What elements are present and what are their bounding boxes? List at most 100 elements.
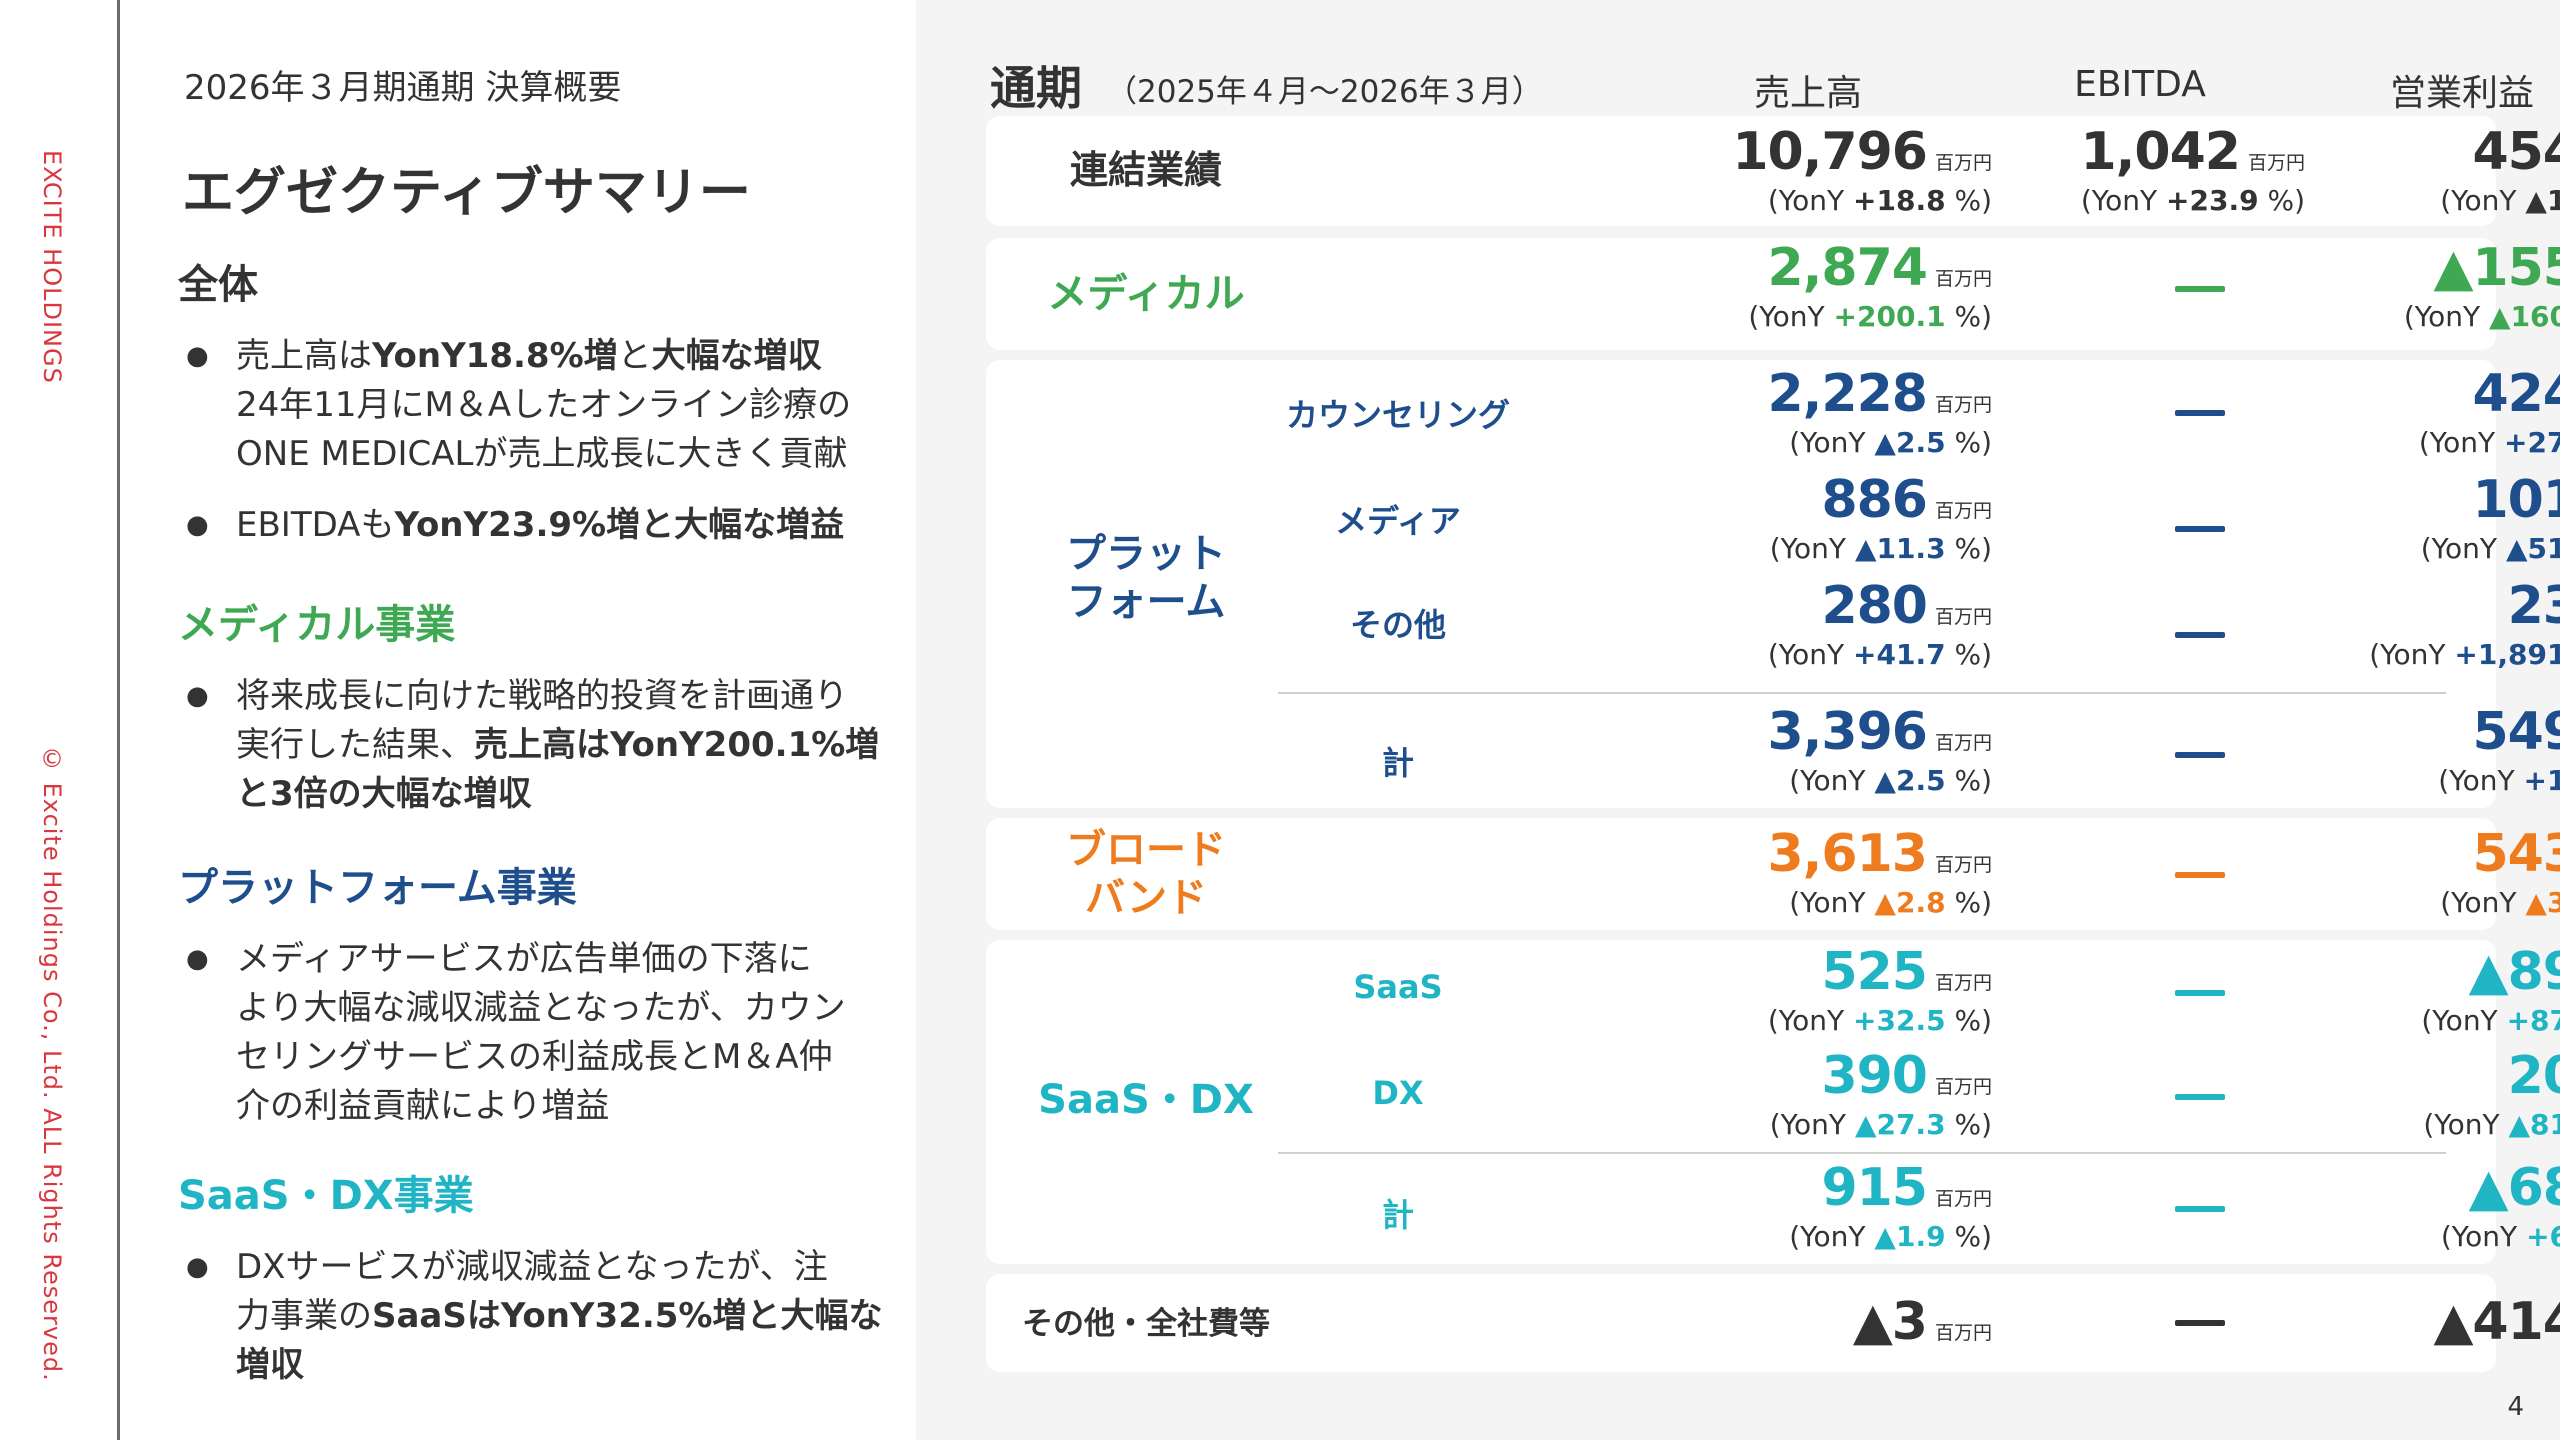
bullet-item: ● DXサービスが減収減益となったが、注 力事業のSaaSはYonY32.5%増と大… [178, 1243, 918, 1390]
op-media-value: 101百万円 [2472, 470, 2560, 530]
bullet-line: 実行した結果、売上高はYonY200.1%増 [236, 725, 880, 765]
bullet-line: と3倍の大幅な増収 [236, 774, 532, 814]
bullet-line: 売上高はYonY18.8%増と大幅な増収 [236, 336, 822, 376]
sales-broadband-value: 3,613 百万円 [1767, 824, 1993, 884]
row-label-medical: メディカル [1047, 271, 1245, 317]
row-label-broadband: ブロード バンド [986, 826, 1306, 922]
op-platform-total-yoy: (YonY +1.5 %) [2438, 764, 2560, 797]
ebitda-corporate-dash [2175, 1320, 2225, 1326]
slide-subtitle: 2026年３月期通期 決算概要 [184, 68, 622, 108]
sales-counseling-yoy: (YonY ▲2.5 %) [1789, 426, 1992, 459]
sublabel-saas: SaaS [1353, 968, 1443, 1006]
op-counseling-yoy: (YonY +27.6 %) [2418, 426, 2560, 459]
sales-dx-value: 390 百万円 [1821, 1046, 1992, 1106]
sales-platform-other: 280 百万円 (YonY +41.7 %) [1692, 576, 1992, 671]
bullet-dot: ● [186, 341, 209, 371]
sales-saasdx-total-value: 915 百万円 [1821, 1158, 1992, 1218]
column-header-sales: 売上高 [1753, 73, 1862, 114]
sales-platform-total-yoy: (YonY ▲2.5 %) [1789, 764, 1992, 797]
ebitda-platform-other-dash [2175, 632, 2225, 638]
section-heading-platform: プラットフォーム事業 [178, 865, 577, 911]
column-header-operating-profit: 営業利益 [2389, 73, 2534, 114]
op-media: 101百万円(YonY ▲51.2 %) [2343, 470, 2560, 565]
sales-dx-yoy: (YonY ▲27.3 %) [1769, 1108, 1992, 1141]
sales-dx: 390 百万円 (YonY ▲27.3 %) [1692, 1046, 1992, 1141]
bullet-dot: ● [186, 681, 209, 711]
bullet-line: より大幅な減収減益となったが、カウン [236, 988, 846, 1028]
op-platform-total: 549百万円(YonY +1.5 %) [2343, 702, 2560, 797]
bullet-item: ● メディアサービスが広告単価の下落に より大幅な減収減益となったが、カウン セリング… [178, 935, 918, 1131]
page-number: 4 [2507, 1392, 2524, 1422]
op-broadband-value: 543百万円 [2472, 824, 2560, 884]
op-counseling: 424百万円(YonY +27.6 %) [2343, 364, 2560, 459]
op-dx-yoy: (YonY ▲81 百万円) [2423, 1108, 2560, 1141]
section-saasdx: SaaS・DX事業 ● DXサービスが減収減益となったが、注 力事業のSaaSはYon… [178, 1163, 918, 1412]
sublabel-media: メディア [1335, 502, 1461, 540]
sales-medical: 2,874 百万円 (YonY +200.1 %) [1692, 238, 1992, 333]
card-medical: メディカル [986, 238, 2496, 350]
panel-title: 通期 [990, 61, 1082, 115]
op-platform-other: 23百万円(YonY +1,891.7 %) [2343, 576, 2560, 671]
op-medical-yoy: (YonY ▲160 百万円) [2403, 300, 2560, 333]
bullet-line: メディアサービスが広告単価の下落に [236, 939, 812, 979]
sublabel-counseling: カウンセリング [1285, 396, 1510, 434]
bullet-line: 力事業のSaaSはYonY32.5%増と大幅な [236, 1296, 883, 1336]
op-dx-value: 20百万円 [2507, 1046, 2560, 1106]
bullet-line: セリングサービスの利益成長とM＆A仲 [236, 1037, 833, 1077]
sales-saas-yoy: (YonY +32.5 %) [1767, 1004, 1992, 1037]
broadband-label-line2: バンド [1085, 875, 1207, 921]
ebitda-consolidated-value: 1,042 百万円 [2080, 122, 2306, 182]
bullet-item: ● 将来成長に向けた戦略的投資を計画通り 実行した結果、売上高はYonY200.1%… [178, 672, 918, 819]
op-medical: ▲155百万円(YonY ▲160 百万円) [2343, 238, 2560, 333]
ebitda-counseling-dash [2175, 410, 2225, 416]
sales-broadband: 3,613 百万円 (YonY ▲2.8 %) [1692, 824, 1993, 919]
sales-saasdx-total: 915 百万円 (YonY ▲1.9 %) [1692, 1158, 1992, 1253]
sales-medical-value: 2,874 百万円 [1767, 238, 1993, 298]
sublabel-saasdx-total: 計 [1381, 1196, 1414, 1234]
section-heading-medical: メディカル事業 [178, 602, 456, 648]
card-saasdx: SaaS・DX [986, 940, 2496, 1264]
bullet-item: ● 売上高はYonY18.8%増と大幅な増収 24年11月にM＆Aしたオンライン診療… [178, 332, 918, 479]
op-consolidated-value: 454百万円 [2472, 122, 2560, 182]
op-medical-value: ▲155百万円 [2433, 238, 2560, 298]
sidebar-divider [117, 0, 120, 1440]
bullet-line: DXサービスが減収減益となったが、注 [236, 1247, 828, 1287]
section-heading-overall: 全体 [178, 262, 258, 308]
sublabel-dx: DX [1372, 1074, 1424, 1112]
platform-divider [1278, 692, 2446, 694]
op-consolidated: 454百万円(YonY ▲1.6 %) [2343, 122, 2560, 217]
panel-period: （2025年４月〜2026年３月） [1106, 74, 1543, 110]
op-broadband-yoy: (YonY ▲3.3 %) [2440, 886, 2560, 919]
op-platform-other-value: 23百万円 [2507, 576, 2560, 636]
ebitda-medical-dash [2175, 286, 2225, 292]
platform-label-line2: フォーム [1066, 579, 1226, 625]
sales-saasdx-total-yoy: (YonY ▲1.9 %) [1789, 1220, 1992, 1253]
sales-medical-yoy: (YonY +200.1 %) [1748, 300, 1992, 333]
sales-platform-total: 3,396 百万円 (YonY ▲2.5 %) [1692, 702, 1993, 797]
op-saasdx-total-value: ▲68百万円 [2468, 1158, 2560, 1218]
bullet-line: 将来成長に向けた戦略的投資を計画通り [236, 676, 848, 716]
card-consolidated: 連結業績 [986, 116, 2496, 226]
ebitda-consolidated: 1,042 百万円 (YonY +23.9 %) [2005, 122, 2306, 217]
op-counseling-value: 424百万円 [2472, 364, 2560, 424]
ebitda-media-dash [2175, 526, 2225, 532]
op-corporate: ▲414百万円 [2343, 1292, 2560, 1352]
saasdx-divider [1278, 1152, 2446, 1154]
sales-saas: 525 百万円 (YonY +32.5 %) [1692, 942, 1992, 1037]
bullet-dot: ● [186, 944, 209, 974]
ebitda-saas-dash [2175, 990, 2225, 996]
bullet-line: ONE MEDICALが売上成長に大きく貢献 [236, 434, 848, 474]
section-medical: メディカル事業 ● 将来成長に向けた戦略的投資を計画通り 実行した結果、売上高はYon… [178, 592, 918, 841]
slide-title: エグゼクティブサマリー [182, 163, 751, 223]
row-label-saasdx: SaaS・DX [1038, 1077, 1254, 1123]
ebitda-saasdx-total-dash [2175, 1206, 2225, 1212]
sales-counseling-value: 2,228 百万円 [1767, 364, 1993, 424]
bullet-item: ● EBITDAもYonY23.9%増と大幅な増益 [178, 501, 918, 550]
copyright-vertical-text: © Excite Holdings Co., Ltd. ALL Rights R… [38, 745, 66, 1382]
bullet-dot: ● [186, 510, 209, 540]
row-label-corporate: その他・全社費等 [1022, 1306, 1270, 1342]
sales-media-yoy: (YonY ▲11.3 %) [1769, 532, 1992, 565]
sales-consolidated: 10,796 百万円 (YonY +18.8 %) [1692, 122, 1992, 217]
section-heading-saasdx: SaaS・DX事業 [178, 1173, 474, 1219]
